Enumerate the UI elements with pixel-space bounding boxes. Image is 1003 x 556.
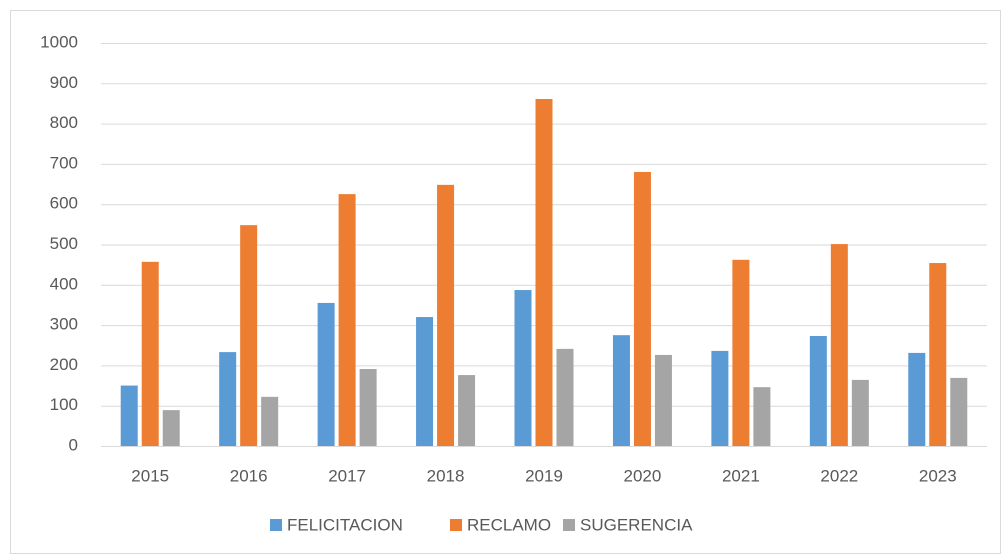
bar [458,375,476,446]
bar [908,352,926,446]
x-tick-label: 2021 [722,466,760,485]
bar [514,290,532,446]
bar [359,369,377,446]
bar [851,379,869,446]
bar [612,335,630,446]
y-tick-label: 100 [50,395,78,414]
x-tick-label: 2015 [131,466,169,485]
y-tick-label: 300 [50,315,78,334]
bar [633,171,651,446]
y-tick-label: 200 [50,355,78,374]
legend-label: FELICITACION [287,515,403,534]
y-tick-label: 700 [50,153,78,172]
bar [338,194,356,446]
bar [950,377,968,446]
x-tick-label: 2016 [230,466,268,485]
y-tick-label: 500 [50,234,78,253]
bar [416,317,434,446]
bar [437,184,455,446]
bar [141,261,159,446]
y-tick-label: 400 [50,274,78,293]
y-tick-label: 800 [50,113,78,132]
bar [261,396,279,446]
bar [732,259,750,446]
y-tick-label: 900 [50,73,78,92]
bar [556,348,574,446]
bar [219,352,237,446]
bar [711,350,729,446]
legend-label: SUGERENCIA [580,515,693,534]
legend-swatch [563,519,575,531]
x-tick-label: 2020 [624,466,662,485]
x-tick-label: 2019 [525,466,563,485]
legend-swatch [270,519,282,531]
bar [535,99,553,446]
x-tick-label: 2018 [427,466,465,485]
bar [809,335,827,446]
bar [830,244,848,446]
bar [753,387,771,446]
y-tick-label: 0 [69,435,78,454]
x-tick-label: 2017 [328,466,366,485]
bar [654,354,672,446]
legend-label: RECLAMO [467,515,551,534]
bar [120,385,138,446]
bar [317,302,335,446]
x-tick-label: 2023 [919,466,957,485]
y-tick-label: 600 [50,194,78,213]
legend-swatch [450,519,462,531]
bar [929,263,947,446]
bar [240,225,258,446]
x-tick-label: 2022 [820,466,858,485]
bar [162,410,180,446]
y-tick-label: 1000 [40,32,78,51]
